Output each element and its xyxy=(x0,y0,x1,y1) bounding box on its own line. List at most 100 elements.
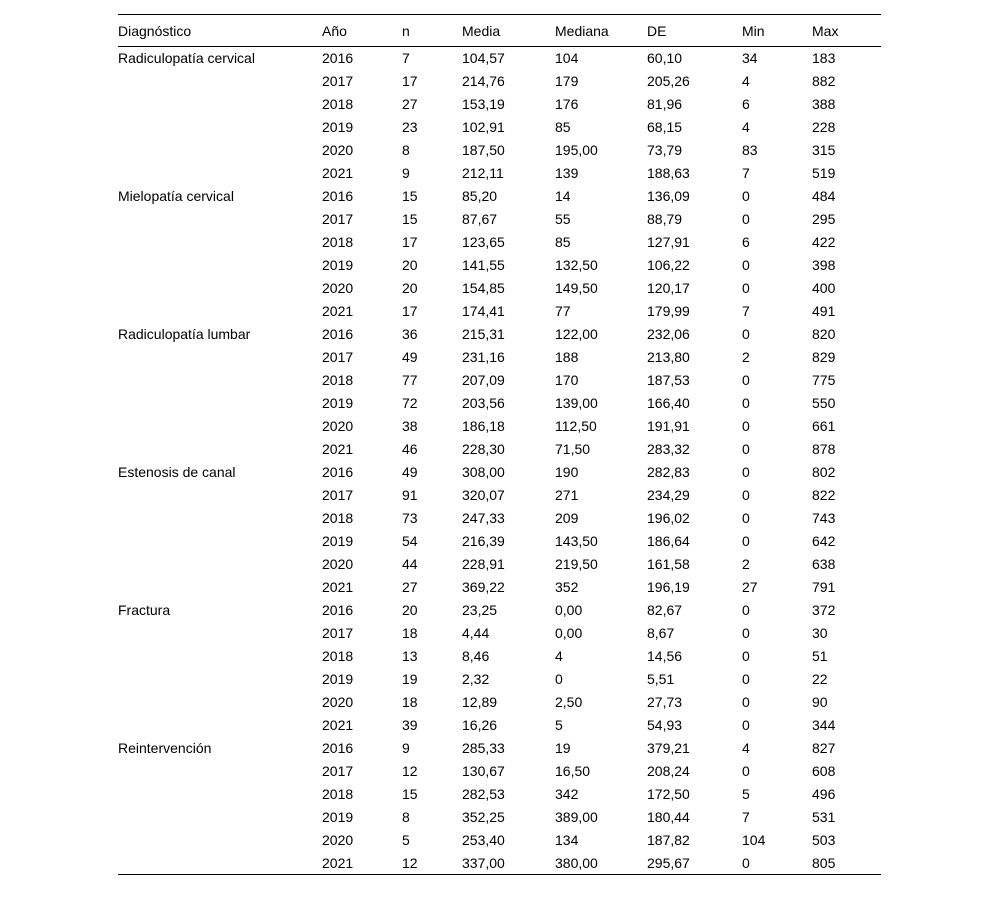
data-cell: 191,91 xyxy=(647,418,690,434)
data-cell: 743 xyxy=(812,510,836,526)
table-row: Fractura 2016 20 23,25 0,00 82,67 0 372 xyxy=(118,599,881,622)
data-cell: 0 xyxy=(555,671,563,687)
data-cell: 12,89 xyxy=(462,694,498,710)
column-header: DE xyxy=(647,14,742,47)
data-cell: 122,00 xyxy=(555,326,598,342)
diagnosis-cell xyxy=(118,622,322,645)
data-cell: 12 xyxy=(402,763,418,779)
data-cell: 187,50 xyxy=(462,142,505,158)
diagnosis-cell xyxy=(118,139,322,162)
data-cell: 44 xyxy=(402,556,418,572)
data-cell: 2,32 xyxy=(462,671,490,687)
data-cell: 0,00 xyxy=(555,625,583,641)
diagnosis-cell: Estenosis de canal xyxy=(118,464,236,480)
data-cell: 27,73 xyxy=(647,694,683,710)
diagnosis-cell xyxy=(118,369,322,392)
data-cell: 0 xyxy=(742,487,750,503)
data-cell: 34 xyxy=(742,50,758,67)
data-cell: 0 xyxy=(742,326,750,342)
table-row: 2017 15 87,67 55 88,79 0 295 xyxy=(118,208,881,231)
data-cell: 90 xyxy=(812,694,828,710)
data-cell: 802 xyxy=(812,464,836,480)
data-cell: 398 xyxy=(812,257,836,273)
table-row: Reintervención 2016 9 285,33 19 379,21 4 827 xyxy=(118,737,881,760)
data-cell: 0 xyxy=(742,602,750,618)
data-cell: 55 xyxy=(555,211,571,227)
data-cell: 82,67 xyxy=(647,602,683,618)
data-cell: 17 xyxy=(402,73,418,89)
data-cell: 315 xyxy=(812,142,836,158)
data-cell: 18 xyxy=(402,625,418,641)
data-cell: 882 xyxy=(812,73,836,89)
data-cell: 205,26 xyxy=(647,73,690,89)
data-cell: 0 xyxy=(742,395,750,411)
data-cell: 550 xyxy=(812,395,836,411)
data-cell: 2019 xyxy=(322,809,354,825)
data-cell: 2018 xyxy=(322,510,354,526)
data-cell: 308,00 xyxy=(462,464,505,480)
data-cell: 16,26 xyxy=(462,717,498,733)
data-cell: 14,56 xyxy=(647,648,683,664)
data-cell: 791 xyxy=(812,579,836,595)
data-cell: 104,57 xyxy=(462,50,505,67)
data-cell: 0 xyxy=(742,648,750,664)
data-cell: 5 xyxy=(402,832,410,848)
data-cell: 188,63 xyxy=(647,165,690,181)
data-cell: 214,76 xyxy=(462,73,505,89)
data-cell: 0,00 xyxy=(555,602,583,618)
data-cell: 820 xyxy=(812,326,836,342)
data-cell: 14 xyxy=(555,188,571,204)
table-row: 2020 44 228,91 219,50 161,58 2 638 xyxy=(118,553,881,576)
data-cell: 2019 xyxy=(322,395,354,411)
data-cell: 6 xyxy=(742,234,750,250)
table-row: 2018 77 207,09 170 187,53 0 775 xyxy=(118,369,881,392)
diagnosis-cell: Radiculopatía cervical xyxy=(118,50,255,67)
diagnosis-cell xyxy=(118,484,322,507)
data-cell: 85,20 xyxy=(462,188,498,204)
table-row: 2019 19 2,32 0 5,51 0 22 xyxy=(118,668,881,691)
data-cell: 0 xyxy=(742,533,750,549)
data-cell: 878 xyxy=(812,441,836,457)
data-cell: 27 xyxy=(402,96,418,112)
data-cell: 51 xyxy=(812,648,828,664)
data-cell: 136,09 xyxy=(647,188,690,204)
diagnosis-cell xyxy=(118,116,322,139)
diagnosis-cell xyxy=(118,806,322,829)
diagnosis-cell xyxy=(118,300,322,323)
data-cell: 215,31 xyxy=(462,326,505,342)
data-cell: 8,46 xyxy=(462,648,490,664)
diagnosis-cell xyxy=(118,93,322,116)
data-cell: 282,83 xyxy=(647,464,690,480)
diagnosis-cell xyxy=(118,438,322,461)
data-cell: 0 xyxy=(742,280,750,296)
data-cell: 5,51 xyxy=(647,671,675,687)
data-cell: 352,25 xyxy=(462,809,505,825)
data-cell: 49 xyxy=(402,349,418,365)
data-cell: 320,07 xyxy=(462,487,505,503)
data-cell: 186,18 xyxy=(462,418,505,434)
data-cell: 2016 xyxy=(322,326,354,342)
data-cell: 2016 xyxy=(322,50,354,67)
diagnosis-cell: Mielopatía cervical xyxy=(118,188,234,204)
data-cell: 344 xyxy=(812,717,836,733)
table-header-row: Diagnóstico Año n Media Mediana DE Min Max xyxy=(118,14,881,47)
data-cell: 19 xyxy=(555,740,571,756)
column-header: n xyxy=(402,14,462,47)
data-cell: 337,00 xyxy=(462,854,505,871)
data-cell: 4 xyxy=(555,648,563,664)
data-cell: 87,67 xyxy=(462,211,498,227)
data-cell: 829 xyxy=(812,349,836,365)
table-row: 2018 15 282,53 342 172,50 5 496 xyxy=(118,783,881,806)
data-cell: 822 xyxy=(812,487,836,503)
data-cell: 18 xyxy=(402,694,418,710)
data-cell: 196,02 xyxy=(647,510,690,526)
table-row: Radiculopatía cervical 2016 7 104,57 104 60,1… xyxy=(118,47,881,70)
data-cell: 188 xyxy=(555,349,579,365)
table-row: 2018 73 247,33 209 196,02 0 743 xyxy=(118,507,881,530)
data-cell: 77 xyxy=(555,303,571,319)
data-cell: 46 xyxy=(402,441,418,457)
data-cell: 6 xyxy=(742,96,750,112)
data-cell: 2018 xyxy=(322,234,354,250)
table-row: Radiculopatía lumbar 2016 36 215,31 122,00 23… xyxy=(118,323,881,346)
data-cell: 91 xyxy=(402,487,418,503)
